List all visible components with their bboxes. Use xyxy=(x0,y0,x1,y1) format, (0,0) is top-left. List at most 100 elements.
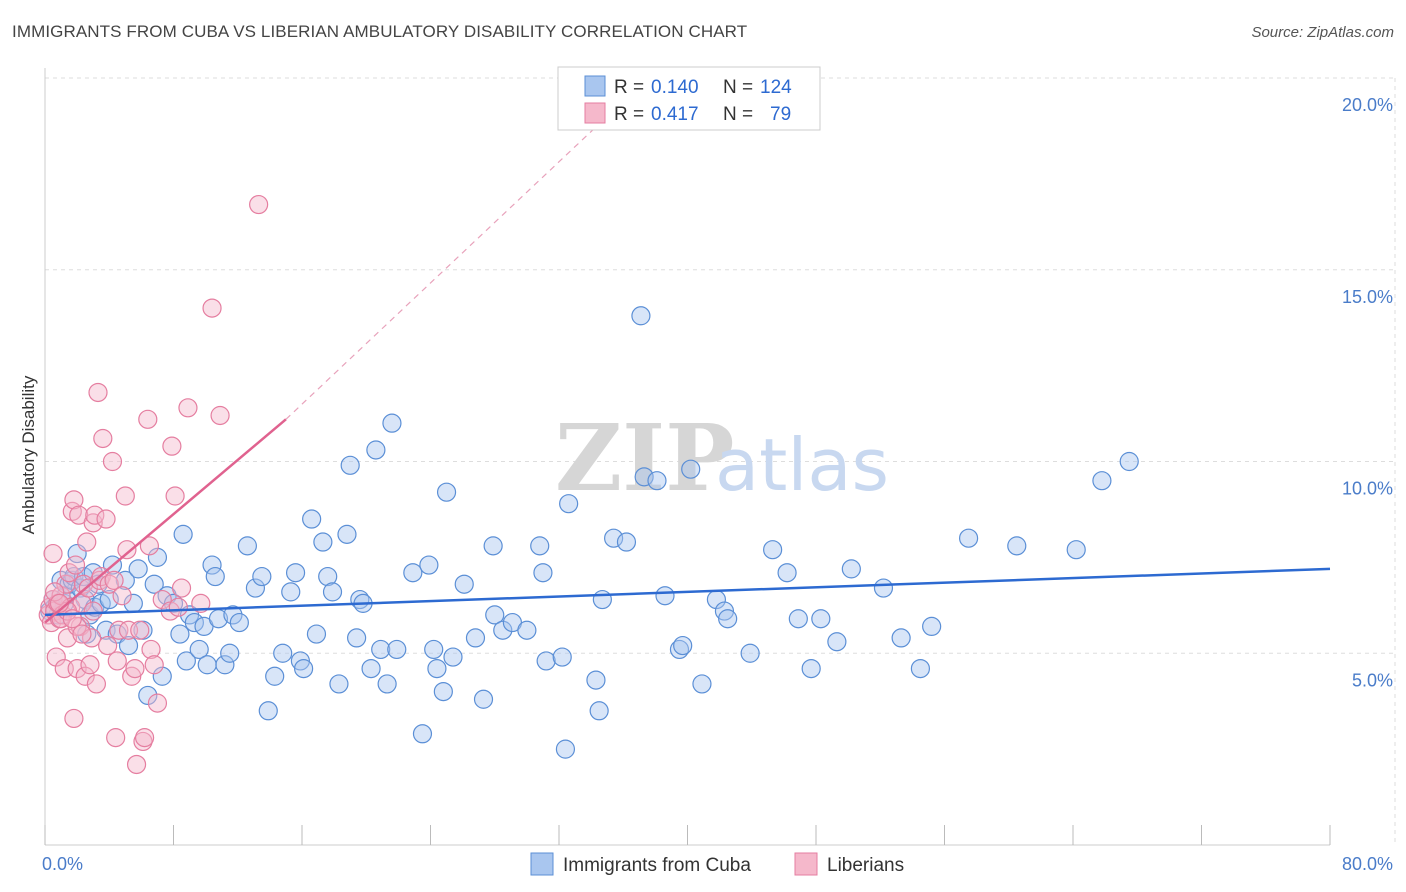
legend-r-value-cuba: 0.140 xyxy=(651,77,699,98)
bottom-legend-label-liberians: Liberians xyxy=(827,855,904,876)
y-tick-label: 10.0% xyxy=(1342,479,1393,499)
cuba-point xyxy=(347,628,367,648)
trend-lines xyxy=(44,115,1331,624)
cuba-point xyxy=(873,578,894,598)
cuba-point xyxy=(229,612,249,633)
cuba-point xyxy=(424,639,444,660)
legend-n-value-liberians: 79 xyxy=(770,104,791,125)
cuba-point xyxy=(252,566,272,587)
cuba-point xyxy=(536,651,556,671)
cuba-point xyxy=(220,643,240,663)
cuba-point xyxy=(436,482,457,502)
cuba-point xyxy=(377,674,397,694)
cuba-point xyxy=(552,647,572,667)
cuba-point xyxy=(366,440,386,460)
cuba-point xyxy=(454,574,474,594)
liberians-point xyxy=(93,428,113,449)
liberians-point xyxy=(249,194,269,215)
liberians-point xyxy=(77,532,97,552)
liberians-point xyxy=(107,651,127,671)
liberians-point xyxy=(45,582,65,602)
y-tick-label: 5.0% xyxy=(1352,670,1393,690)
liberians-point xyxy=(88,382,108,403)
liberians-point xyxy=(117,540,137,560)
liberians-point xyxy=(165,486,185,506)
liberians-point xyxy=(67,658,87,679)
liberians-point xyxy=(72,624,92,644)
cuba-point xyxy=(322,582,343,602)
trend-line-liberians-extension xyxy=(285,115,608,420)
cuba-point xyxy=(483,536,503,556)
cuba-point xyxy=(827,632,847,652)
chart-title: IMMIGRANTS FROM CUBA VS LIBERIAN AMBULAT… xyxy=(12,22,748,41)
cuba-point xyxy=(443,647,463,667)
legend-n-label: N = xyxy=(723,104,753,125)
cuba-point xyxy=(493,620,513,640)
cuba-point xyxy=(205,566,225,587)
legend-swatch-cuba xyxy=(584,75,606,97)
liberians-point xyxy=(144,655,164,675)
liberians-point xyxy=(83,513,103,533)
liberians-point xyxy=(125,658,145,679)
cuba-point xyxy=(634,467,654,487)
legend-n-value-cuba: 124 xyxy=(760,77,792,98)
cuba-point xyxy=(763,540,783,560)
cuba-point xyxy=(485,605,505,625)
y-tick-label: 15.0% xyxy=(1342,287,1393,307)
cuba-point xyxy=(99,589,119,610)
cuba-point xyxy=(616,532,637,552)
cuba-point xyxy=(841,559,861,579)
legend-r-label: R = xyxy=(614,104,644,125)
cuba-point xyxy=(681,459,701,479)
liberians-point xyxy=(75,666,95,686)
cuba-point xyxy=(382,413,402,433)
x-tick-label: 80.0% xyxy=(1342,854,1393,874)
liberians-point xyxy=(106,728,126,748)
liberians-point xyxy=(104,570,124,590)
liberians-point xyxy=(171,578,192,598)
cuba-point xyxy=(197,655,217,675)
legend-swatch-liberians xyxy=(584,102,606,124)
cuba-point xyxy=(237,536,257,556)
liberians-point xyxy=(126,754,147,775)
cuba-point xyxy=(387,639,407,660)
liberians-point xyxy=(109,620,129,640)
cuba-point xyxy=(910,658,931,679)
liberians-point xyxy=(134,728,155,748)
cuba-point xyxy=(173,524,193,544)
cuba-point xyxy=(302,509,322,529)
liberians-point xyxy=(152,589,172,610)
liberians-point xyxy=(168,597,188,617)
cuba-point xyxy=(559,494,579,514)
cuba-point xyxy=(361,658,381,679)
cuba-point xyxy=(318,566,338,587)
liberians-point xyxy=(130,620,150,640)
liberians-point xyxy=(147,693,168,713)
cuba-point xyxy=(138,685,158,706)
source-label: Source: ZipAtlas.com xyxy=(1251,24,1394,41)
cuba-point xyxy=(465,628,486,648)
cuba-point xyxy=(655,586,675,606)
cuba-point xyxy=(223,605,243,625)
bottom-legend-label-cuba: Immigrants from Cuba xyxy=(563,855,751,876)
cuba-point xyxy=(245,578,266,598)
series-cuba-points xyxy=(40,306,1139,759)
cuba-point xyxy=(403,563,423,583)
x-tick-label: 0.0% xyxy=(42,854,83,874)
legend-n-label: N = xyxy=(723,77,753,98)
cuba-point xyxy=(473,689,494,709)
trend-line-liberians xyxy=(44,418,287,624)
liberians-point xyxy=(59,563,79,583)
cuba-point xyxy=(777,563,797,583)
cuba-point xyxy=(1119,451,1139,472)
cuba-point xyxy=(281,582,301,602)
liberians-point xyxy=(83,601,103,621)
cuba-point xyxy=(740,643,760,663)
cuba-point xyxy=(215,655,235,675)
y-axis-label: Ambulatory Disability xyxy=(19,375,38,534)
liberians-point xyxy=(46,647,66,667)
cuba-point xyxy=(647,471,667,491)
cuba-point xyxy=(273,643,293,663)
legend-box: R = 0.140 N = 124 R = 0.417 N = 79 xyxy=(557,66,821,131)
cuba-point xyxy=(1007,536,1027,556)
